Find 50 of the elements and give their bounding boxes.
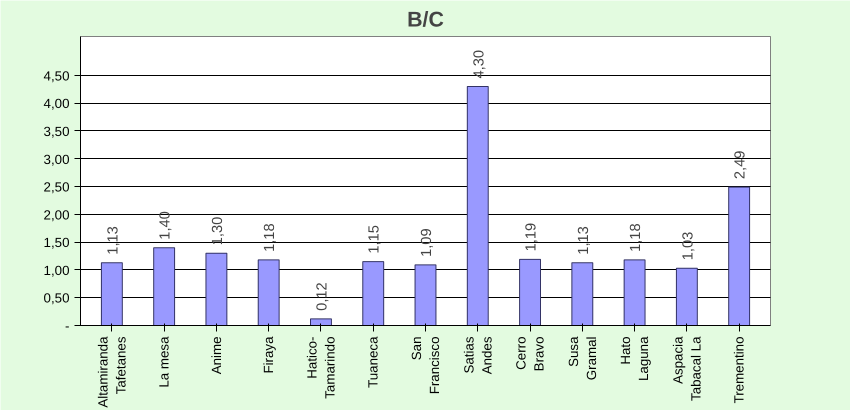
bar <box>571 262 594 326</box>
y-tick-label: 4,50 <box>44 68 70 84</box>
data-label: 1,18 <box>628 223 644 252</box>
data-label: 1,18 <box>262 223 278 252</box>
y-tick-label: - <box>65 318 70 334</box>
chart-title: B/C <box>407 8 444 32</box>
x-tick-label: Hato Laguna <box>618 336 652 381</box>
data-label: 2,49 <box>732 150 749 180</box>
x-tick-label: Susa Gramal <box>566 336 599 380</box>
x-tick-label: Cerro Bravo <box>514 336 547 372</box>
x-tick-label: Firaya <box>261 336 276 374</box>
data-label: 1,13 <box>105 226 122 255</box>
y-tick-label: 3,00 <box>44 152 70 167</box>
x-tick-label: Trementino <box>732 336 747 404</box>
bar <box>258 259 280 326</box>
data-label: 1,09 <box>419 228 435 257</box>
y-tick-label: 2,00 <box>44 207 70 222</box>
y-tick-label: 0,50 <box>44 290 70 306</box>
data-label: 1,15 <box>366 225 383 254</box>
x-tick-label: Anime <box>208 336 224 374</box>
bar <box>728 186 750 326</box>
data-label: 1,30 <box>210 216 226 246</box>
bar <box>466 86 489 326</box>
y-tick-label: 2,50 <box>44 180 70 195</box>
x-tick-label: Satias Andes <box>461 336 494 374</box>
data-label: 1,40 <box>158 211 174 240</box>
bar <box>100 262 123 326</box>
bar <box>310 318 332 326</box>
data-label: 4,30 <box>471 50 488 79</box>
y-tick-label: 3,50 <box>44 124 70 139</box>
y-tick-label: 1,00 <box>44 262 70 278</box>
x-tick-label: Tuaneca <box>366 336 381 388</box>
data-label: 0,12 <box>314 282 330 311</box>
y-tick-label: 1,50 <box>44 235 70 250</box>
data-label: 1,03 <box>680 232 696 260</box>
x-tick-label: Hatico- Tamarindo <box>304 336 338 399</box>
bar <box>153 247 176 326</box>
bar <box>362 261 384 326</box>
bar <box>519 258 541 326</box>
bar <box>676 268 698 326</box>
data-label: 1,13 <box>576 226 592 255</box>
x-tick-label: La mesa <box>156 336 172 388</box>
x-tick-label: Aspacia Tabacal La <box>670 336 704 401</box>
x-tick-label: San Francisco <box>409 336 442 394</box>
y-tick-label: 4,00 <box>44 96 70 112</box>
data-label: 1,19 <box>524 222 540 252</box>
bar <box>414 264 436 326</box>
x-tick-label: Altamiranda Tafetanes <box>95 336 128 408</box>
bar <box>624 259 646 326</box>
bar <box>205 252 228 326</box>
